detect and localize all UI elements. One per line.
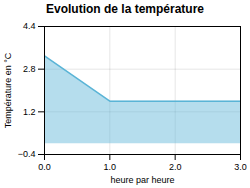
svg-text:1.0: 1.0 (104, 162, 117, 172)
svg-text:−0.4: −0.4 (18, 149, 36, 159)
svg-text:Température en °C: Température en °C (3, 52, 13, 128)
svg-text:heure par heure: heure par heure (110, 175, 174, 185)
svg-text:2.0: 2.0 (169, 162, 182, 172)
html-text:Evolution de la température: Evolution de la température (46, 2, 204, 16)
svg-text:1.2: 1.2 (23, 107, 36, 117)
svg-text:3.0: 3.0 (234, 162, 247, 172)
svg-text:0.0: 0.0 (38, 162, 51, 172)
svg-text:4.4: 4.4 (23, 21, 36, 31)
svg-text:2.8: 2.8 (23, 64, 36, 74)
